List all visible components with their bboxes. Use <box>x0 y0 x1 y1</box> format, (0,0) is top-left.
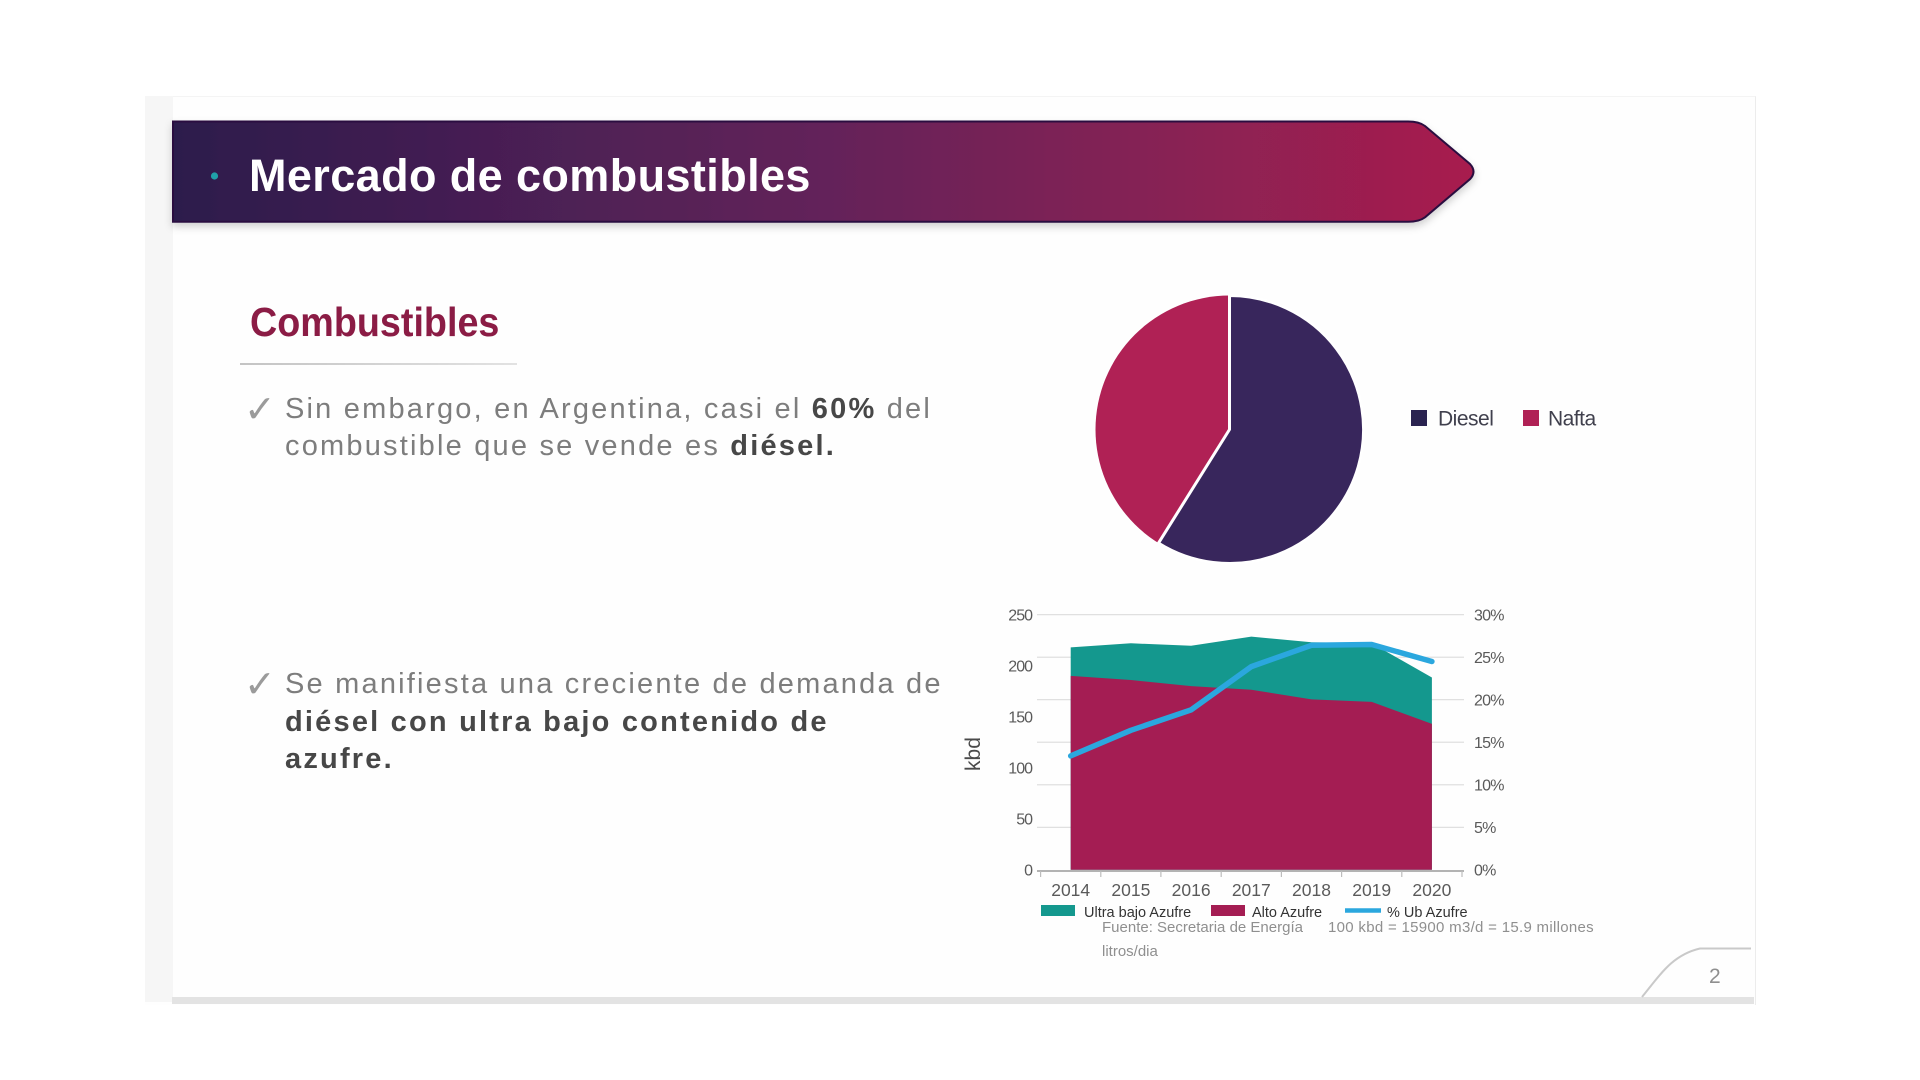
svg-text:50: 50 <box>1016 812 1033 829</box>
svg-text:0%: 0% <box>1474 863 1496 880</box>
svg-text:2: 2 <box>1709 965 1721 988</box>
svg-text:5%: 5% <box>1474 820 1496 837</box>
svg-text:200: 200 <box>1008 659 1033 676</box>
svg-text:150: 150 <box>1008 710 1033 727</box>
svg-text:100 kbd = 15900 m3/d = 15.9 mi: 100 kbd = 15900 m3/d = 15.9 millones <box>1328 919 1594 936</box>
svg-text:litros/dia: litros/dia <box>1102 943 1159 960</box>
svg-text:15%: 15% <box>1474 735 1504 752</box>
svg-text:Fuente: Secretaria de Energía: Fuente: Secretaria de Energía <box>1102 919 1304 936</box>
svg-text:Diesel: Diesel <box>1438 408 1493 431</box>
svg-text:2019: 2019 <box>1352 880 1391 900</box>
svg-text:2020: 2020 <box>1412 880 1451 900</box>
svg-text:2018: 2018 <box>1292 880 1331 900</box>
svg-text:30%: 30% <box>1474 608 1504 625</box>
svg-text:0: 0 <box>1024 863 1033 880</box>
svg-text:2017: 2017 <box>1232 880 1271 900</box>
svg-text:Nafta: Nafta <box>1548 408 1597 431</box>
svg-text:kbd: kbd <box>962 737 985 771</box>
svg-text:25%: 25% <box>1474 650 1504 667</box>
svg-text:250: 250 <box>1008 608 1033 625</box>
svg-text:Alto Azufre: Alto Azufre <box>1252 905 1322 921</box>
svg-text:2014: 2014 <box>1051 880 1090 900</box>
svg-text:Ultra bajo Azufre: Ultra bajo Azufre <box>1084 905 1191 921</box>
svg-text:2016: 2016 <box>1172 880 1211 900</box>
svg-text:10%: 10% <box>1474 778 1504 795</box>
svg-text:100: 100 <box>1008 761 1033 778</box>
svg-text:20%: 20% <box>1474 693 1504 710</box>
svg-text:% Ub Azufre: % Ub Azufre <box>1387 905 1468 921</box>
svg-text:2015: 2015 <box>1111 880 1150 900</box>
